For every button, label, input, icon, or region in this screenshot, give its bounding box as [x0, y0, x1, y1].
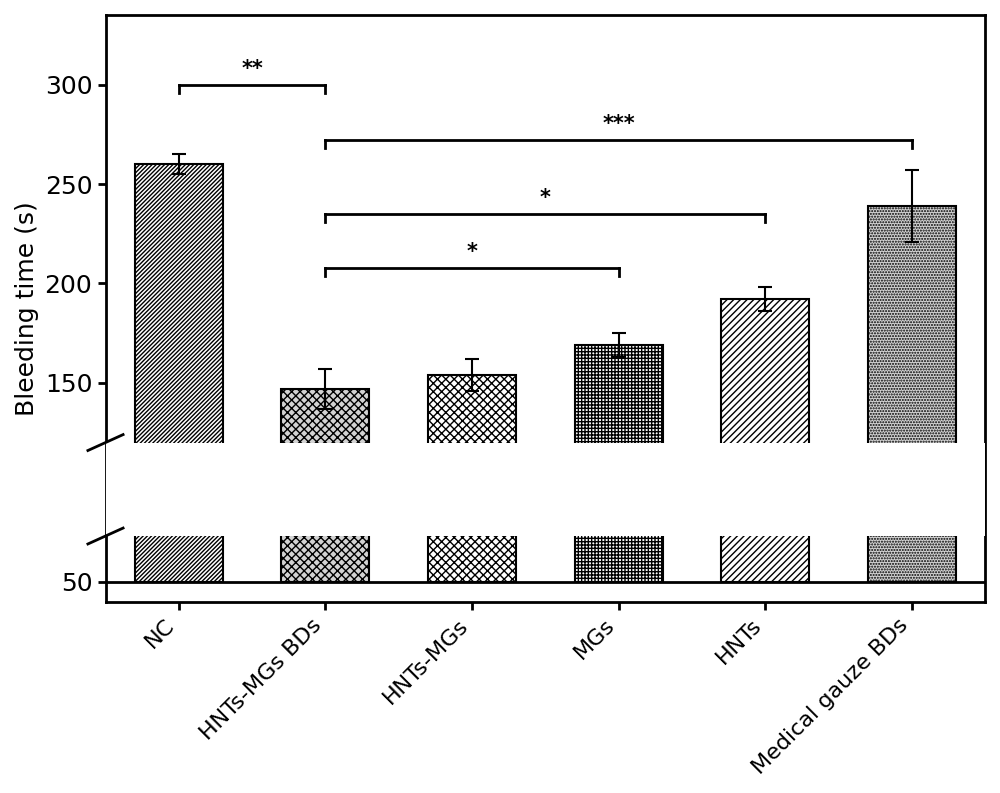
Bar [91, 442, 1000, 536]
Bar [135, 164, 223, 582]
Bar [428, 375, 516, 582]
Bar [575, 345, 663, 582]
Text: *: * [540, 188, 551, 208]
Bar [721, 300, 809, 582]
Bar [281, 389, 369, 582]
Bar [868, 206, 956, 582]
Text: ***: *** [602, 114, 635, 134]
Y-axis label: Bleeding time (s): Bleeding time (s) [15, 201, 39, 416]
Text: **: ** [241, 59, 263, 79]
Text: *: * [467, 242, 477, 262]
